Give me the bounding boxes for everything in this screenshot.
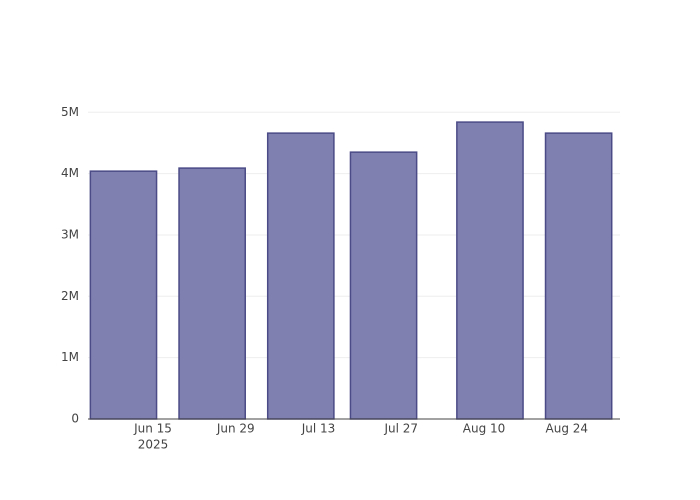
x-tick-label: Aug 24 <box>546 422 589 436</box>
bar <box>178 167 246 420</box>
y-tick-label: 5M <box>61 105 79 119</box>
bar <box>456 121 524 420</box>
bar <box>266 132 335 420</box>
bar <box>544 132 613 420</box>
x-tick-label: Jul 27 <box>384 422 419 436</box>
y-tick-label: 1M <box>61 350 79 364</box>
bar <box>349 151 418 420</box>
y-tick-label: 4M <box>61 166 79 180</box>
y-tick-label: 2M <box>61 289 79 303</box>
x-tick-label: Jun 29 <box>216 422 255 436</box>
x-tick-label: Aug 10 <box>463 422 506 436</box>
bar <box>89 170 158 420</box>
x-tick-label: Jul 13 <box>301 422 336 436</box>
x-year-label: 2025 <box>138 438 169 452</box>
x-tick-label: Jun 15 <box>133 422 172 436</box>
y-tick-label: 3M <box>61 227 79 241</box>
y-tick-label: 0 <box>71 412 79 426</box>
